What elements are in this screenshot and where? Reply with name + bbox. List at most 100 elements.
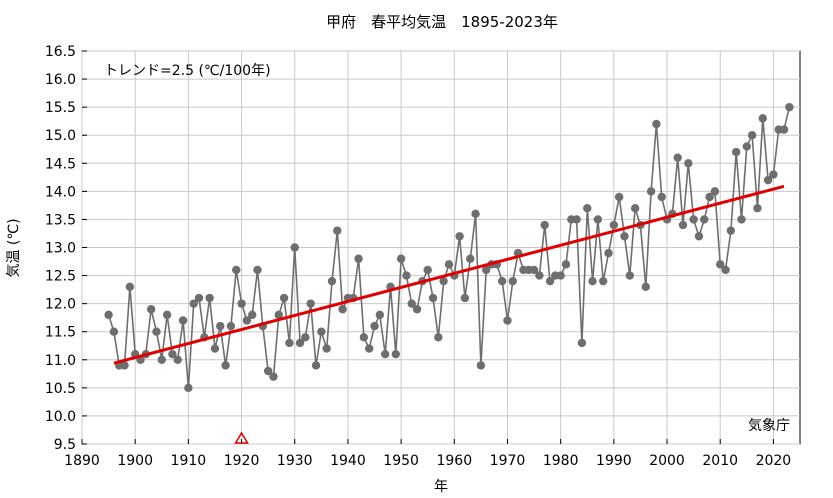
- y-tick-label: 13.0: [45, 241, 76, 257]
- data-point: [295, 338, 305, 348]
- data-point: [497, 276, 507, 286]
- data-point: [758, 114, 767, 123]
- data-point: [731, 147, 741, 157]
- x-ticks: 1890 1900 1910 1920 1930 1940 1950 1960 1970 1980…: [64, 439, 791, 469]
- data-point: [221, 361, 230, 370]
- y-tick-label: 10.5: [45, 381, 76, 397]
- y-tick-label: 12.5: [45, 269, 76, 285]
- data-point: [747, 131, 757, 140]
- data-point: [785, 102, 794, 112]
- data-point: [588, 276, 597, 286]
- y-tick-label: 15.5: [45, 100, 76, 116]
- data-point: [279, 293, 289, 303]
- x-tick-label: 1960: [436, 453, 472, 469]
- data-point: [721, 265, 730, 275]
- data-point: [184, 383, 193, 393]
- data-point: [508, 276, 517, 286]
- data-point: [402, 271, 411, 280]
- data-point: [716, 260, 725, 269]
- y-tick-label: 11.5: [45, 325, 76, 341]
- data-point: [109, 327, 119, 336]
- trend-group: [113, 184, 785, 365]
- data-point: [354, 254, 363, 263]
- data-point: [146, 305, 156, 314]
- data-point: [412, 305, 422, 314]
- data-point: [327, 276, 337, 286]
- data-point: [194, 293, 204, 303]
- x-tick-label: 1980: [543, 453, 579, 469]
- data-point: [700, 215, 709, 224]
- data-point: [614, 192, 624, 202]
- x-tick-label: 1990: [596, 453, 632, 469]
- x-tick-label: 1910: [171, 453, 207, 469]
- data-point: [763, 175, 773, 185]
- data-point: [311, 361, 321, 370]
- trend-annotation: トレンド=2.5 (℃/100年): [104, 63, 271, 79]
- data-point: [247, 310, 257, 320]
- data-point: [726, 226, 736, 235]
- data-point: [232, 265, 241, 275]
- data-point: [407, 299, 416, 308]
- data-point: [593, 215, 603, 224]
- data-point: [529, 265, 539, 275]
- data-points: [104, 102, 794, 393]
- data-point: [205, 293, 214, 303]
- x-tick-label: 2000: [649, 453, 685, 469]
- data-point: [322, 344, 331, 353]
- data-point: [157, 355, 166, 364]
- data-point: [391, 349, 400, 359]
- data-point: [290, 243, 299, 252]
- chart-title: 甲府 春平均気温 1895-2023年: [326, 13, 558, 31]
- data-point: [694, 232, 704, 241]
- data-point: [189, 299, 198, 308]
- data-point: [689, 215, 698, 224]
- grid: [81, 50, 800, 445]
- y-axis-label: 気温 (℃): [6, 218, 22, 277]
- data-point: [380, 349, 390, 359]
- y-tick-label: 15.0: [45, 128, 76, 144]
- data-point: [439, 276, 448, 286]
- data-point: [604, 248, 613, 258]
- data-point: [503, 316, 512, 325]
- data-point: [216, 321, 225, 331]
- y-tick-label: 16.5: [45, 44, 76, 60]
- data-point: [104, 310, 113, 320]
- data-point: [242, 316, 252, 325]
- data-point: [482, 265, 491, 275]
- data-point: [152, 327, 161, 336]
- y-tick-label: 14.5: [45, 156, 76, 172]
- observation-change-marker: [234, 431, 249, 444]
- data-point: [561, 260, 571, 269]
- data-point: [269, 372, 278, 381]
- data-point: [620, 232, 629, 241]
- data-point: [572, 215, 581, 224]
- data-point: [476, 361, 486, 370]
- y-tick-label: 16.0: [45, 72, 76, 88]
- data-point: [753, 204, 762, 213]
- data-point: [583, 204, 592, 213]
- data-point: [684, 159, 693, 168]
- data-point: [556, 271, 565, 280]
- x-tick-label: 1940: [330, 453, 366, 469]
- y-ticks: 9.5 10.0 10.5 11.0 11.5 12.0 12.5 13.0 13.5 14.0 1…: [45, 44, 87, 453]
- data-point: [274, 310, 283, 320]
- data-point: [210, 344, 220, 353]
- data-point: [338, 305, 347, 314]
- x-tick-label: 1930: [277, 453, 313, 469]
- data-point: [125, 282, 135, 291]
- data-point: [540, 220, 549, 230]
- data-point: [710, 187, 720, 196]
- data-point: [599, 276, 608, 286]
- data-point: [535, 271, 544, 280]
- y-tick-label: 9.5: [54, 437, 76, 453]
- marker-group: [234, 431, 249, 444]
- data-point: [396, 254, 406, 263]
- data-point: [466, 254, 475, 263]
- data-point: [237, 299, 246, 308]
- x-tick-label: 1900: [117, 453, 153, 469]
- data-point: [737, 215, 746, 224]
- x-tick-label: 1890: [64, 453, 100, 469]
- data-point: [705, 192, 714, 202]
- data-point: [359, 333, 369, 342]
